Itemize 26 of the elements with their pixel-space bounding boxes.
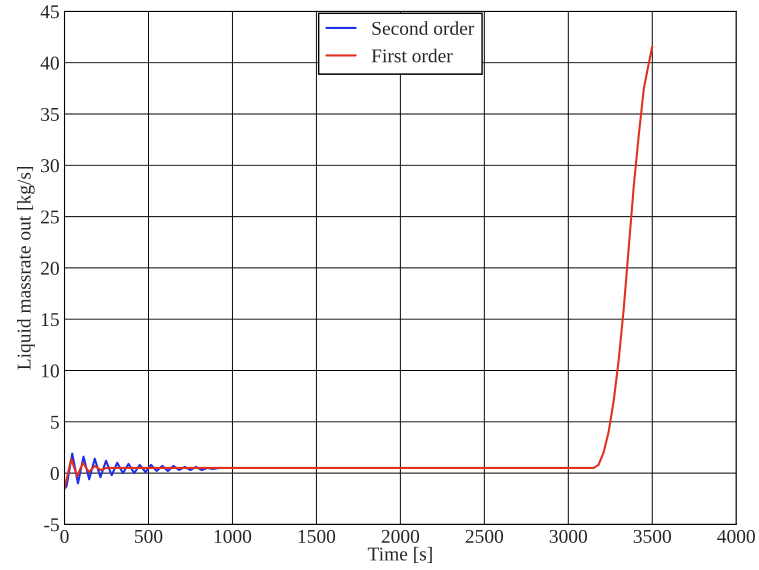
y-tick-label: 35 xyxy=(41,108,59,121)
y-tick-label: 25 xyxy=(41,210,59,224)
x-tick-label: 3500 xyxy=(634,530,671,543)
y-tick-label: -5 xyxy=(44,518,59,532)
y-tick-label: 5 xyxy=(51,416,59,429)
x-tick-label: 3000 xyxy=(550,530,588,543)
x-tick-label: 2000 xyxy=(382,530,420,543)
x-axis-title: Time [s] xyxy=(368,546,432,563)
y-tick-label: 40 xyxy=(40,56,59,70)
line-series xyxy=(64,45,654,490)
legend-label: Second order xyxy=(372,21,474,35)
x-tick-label: 4000 xyxy=(717,530,755,543)
legend-label: First order xyxy=(372,48,453,62)
y-tick-label: 45 xyxy=(40,5,59,18)
x-tick-label: 1000 xyxy=(214,530,252,543)
y-tick-label: 20 xyxy=(41,262,59,275)
y-tick-label: 30 xyxy=(41,159,59,172)
line-series xyxy=(64,452,220,490)
x-tick-label: 1500 xyxy=(298,530,336,543)
x-tick-label: 0 xyxy=(60,530,69,543)
y-axis-title: Liquid massrate out [kg/s] xyxy=(16,167,35,370)
y-tick-label: 10 xyxy=(42,364,59,378)
y-tick-label: 15 xyxy=(42,313,59,326)
x-tick-label: 500 xyxy=(135,530,162,543)
y-tick-label: 0 xyxy=(50,466,59,480)
x-tick-label: 2500 xyxy=(466,530,504,543)
